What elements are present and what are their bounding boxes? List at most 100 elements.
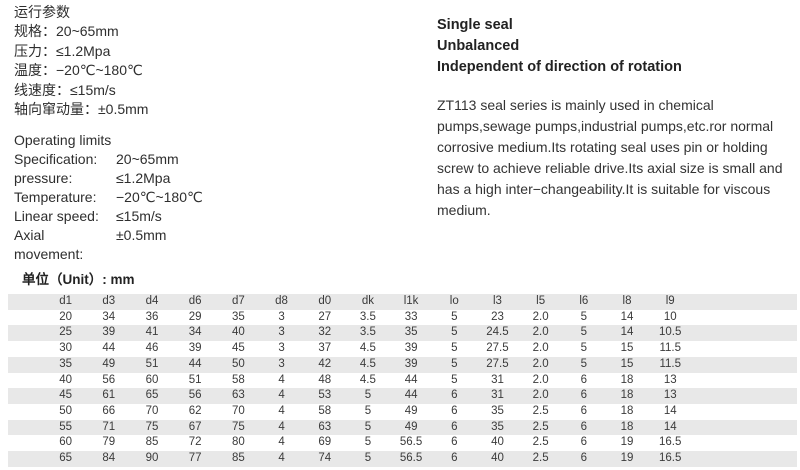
table-cell: 58	[318, 404, 332, 417]
table-header-row: d1 d3 d4 d6 d7 d8 d0 dk l1k lo l3 l5 l6 l8 l9	[8, 294, 797, 310]
table-cell: 39	[188, 342, 202, 355]
filler-cell	[692, 435, 797, 451]
table-cell: 90	[145, 452, 159, 465]
table-cell: 35	[59, 357, 72, 370]
limit-label: pressure:	[14, 170, 73, 186]
table-cell: 15	[620, 342, 634, 355]
table-cell: 46	[145, 342, 159, 355]
table-cell: 61	[102, 389, 116, 402]
gutter-cell	[8, 373, 44, 389]
limit-row: Specification: 20~65mm	[14, 150, 203, 169]
table-cell: 2.0	[532, 310, 549, 323]
table-cell: 2.0	[532, 326, 549, 339]
table-row: 35 49 51 44 50 3 42 4.5 39 5 27.5 2.0 5 15 11.5	[8, 356, 797, 373]
table-cell: 18	[620, 389, 634, 402]
limit-value: ±0.5mm	[116, 227, 167, 243]
table-cell: 51	[188, 373, 202, 386]
table-cell: 5	[580, 310, 588, 323]
table-header-cell: l8	[622, 295, 632, 307]
table-cell: 66	[102, 404, 116, 417]
table-cell: 31	[491, 373, 504, 386]
gutter-cell	[8, 435, 44, 451]
table-cell: 5	[364, 452, 372, 465]
gutter-cell	[8, 310, 44, 326]
table-cell: 4	[278, 452, 285, 465]
table-cell: 45	[59, 389, 72, 402]
table-cell: 3	[278, 342, 285, 355]
table-cell: 10	[663, 310, 677, 323]
table-cell: 3.5	[359, 326, 376, 339]
table-cell: 5	[364, 389, 372, 402]
table-head: d1 d3 d4 d6 d7 d8 d0 dk l1k lo l3 l5 l6 l8 l9	[8, 294, 797, 310]
gutter-cell	[8, 341, 44, 357]
table-header-cell: dk	[361, 295, 374, 307]
table-cell: 6	[580, 452, 588, 465]
table-cell: 2.0	[532, 373, 549, 386]
operating-limits-title: Operating limits	[14, 132, 112, 148]
table-cell: 6	[580, 436, 588, 449]
table-cell: 6	[580, 389, 588, 402]
table-cell: 56	[188, 389, 202, 402]
table-cell: 77	[188, 452, 202, 465]
table-cell: 11.5	[659, 342, 681, 355]
table-cell: 85	[231, 452, 245, 465]
table-header-cell: d3	[102, 295, 116, 307]
table-cell: 56.5	[399, 436, 423, 449]
gutter-cell	[8, 325, 44, 341]
table-cell: 60	[145, 373, 159, 386]
table-row: 45 61 65 56 63 4 53 5 44 6 31 2.0 6 18 13	[8, 388, 797, 404]
limit-row: pressure: ≤1.2Mpa	[14, 169, 203, 188]
dimension-table-wrap: d1 d3 d4 d6 d7 d8 d0 dk l1k lo l3 l5 l6 l8 l9 20 34 36 29…	[8, 294, 797, 467]
table-cell: 2.5	[532, 436, 549, 449]
cn-params-title: 运行参数	[14, 4, 70, 20]
gutter-cell	[8, 404, 44, 420]
table-cell: 2.5	[532, 452, 549, 465]
table-row: 20 34 36 29 35 3 27 3.5 33 5 23 2.0 5 14 10	[8, 310, 797, 326]
table-cell: 44	[404, 389, 418, 402]
table-cell: 5	[451, 373, 458, 386]
table-cell: 31	[491, 389, 504, 402]
table-cell: 39	[404, 357, 418, 370]
table-cell: 60	[59, 436, 72, 449]
table-cell: 2.0	[532, 342, 549, 355]
table-cell: 5	[451, 326, 458, 339]
table-header-cell: d7	[231, 295, 245, 307]
table-cell: 49	[404, 420, 418, 433]
table-cell: 5	[580, 342, 588, 355]
table-cell: 19	[620, 436, 634, 449]
table-cell: 2.5	[532, 404, 549, 417]
table-cell: 53	[318, 389, 332, 402]
table-cell: 41	[145, 326, 159, 339]
table-cell: 29	[188, 310, 202, 323]
table-cell: 6	[451, 452, 458, 465]
table-cell: 3	[278, 326, 285, 339]
table-row: 30 44 46 39 45 3 37 4.5 39 5 27.5 2.0 5 15 11.5	[8, 341, 797, 357]
table-header-cell: d0	[318, 295, 332, 307]
table-cell: 71	[102, 420, 116, 433]
gutter-cell	[8, 294, 44, 310]
limit-label: Axial movement:	[14, 227, 84, 262]
table-cell: 4.5	[359, 357, 376, 370]
table-cell: 4	[278, 404, 285, 417]
table-cell: 58	[231, 373, 245, 386]
filler-cell	[692, 310, 797, 326]
limit-label: Temperature:	[14, 189, 97, 205]
table-cell: 27.5	[486, 357, 509, 370]
limit-row: Axial movement: ±0.5mm	[14, 226, 203, 264]
table-cell: 44	[188, 357, 202, 370]
table-cell: 14	[620, 326, 634, 339]
limit-label: Specification:	[14, 151, 98, 167]
product-summary-block: Single seal Unbalanced Independent of dire…	[437, 15, 789, 221]
table-cell: 62	[188, 404, 202, 417]
table-cell: 85	[145, 436, 159, 449]
unit-label: 单位（Unit）: mm	[22, 272, 135, 287]
table-header-cell: d8	[275, 295, 288, 307]
table-header-cell: d1	[59, 295, 72, 307]
table-row: 65 84 90 77 85 4 74 5 56.5 6 40 2.5 6 19 16.5	[8, 451, 797, 467]
cn-param-line: 规格：20~65mm	[14, 23, 119, 40]
table-cell: 4	[278, 436, 285, 449]
table-cell: 6	[451, 436, 458, 449]
limit-value: −20℃~180℃	[116, 189, 203, 205]
table-cell: 37	[318, 342, 332, 355]
table-cell: 79	[102, 436, 116, 449]
